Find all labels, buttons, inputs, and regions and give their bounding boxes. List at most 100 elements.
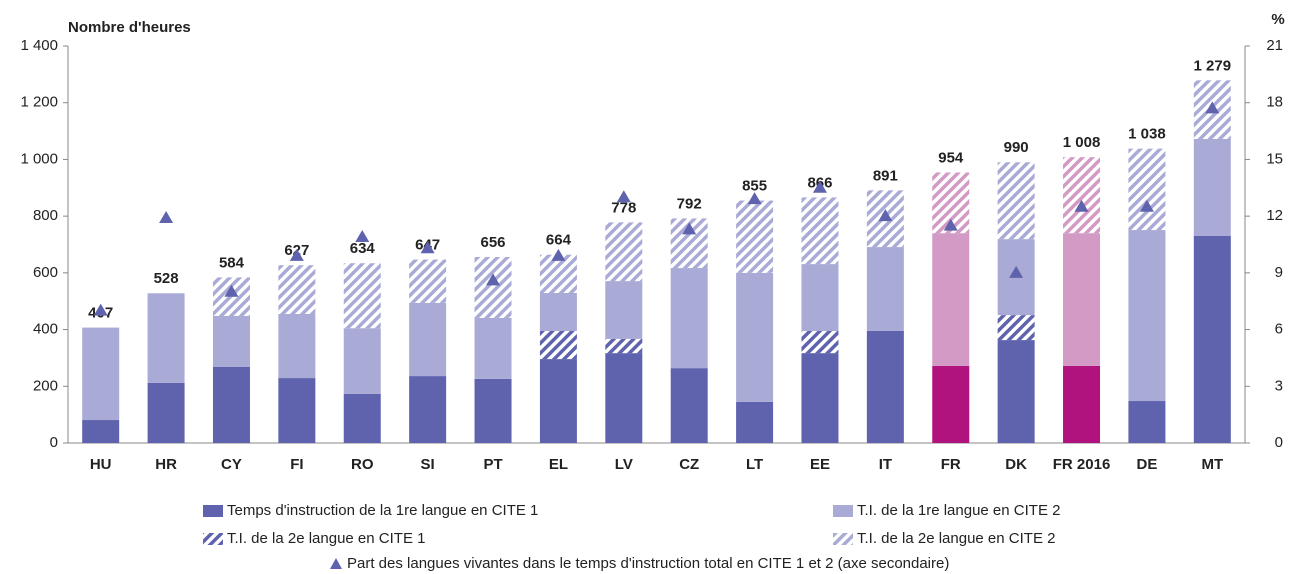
- bar-segment: [147, 382, 185, 443]
- y-tick-label: 1 400: [20, 37, 58, 54]
- bar-segment: [670, 368, 708, 443]
- bar-segment: [212, 367, 250, 443]
- marker: [878, 209, 893, 222]
- x-tick-label: FR: [941, 456, 961, 473]
- marker: [812, 180, 827, 193]
- bar-segment: [409, 376, 447, 443]
- total-label: 634: [350, 240, 376, 257]
- bar-segment: [801, 197, 839, 265]
- total-label: 656: [481, 234, 506, 251]
- bar-segment: [343, 328, 381, 394]
- bar-segment: [801, 264, 839, 331]
- marker: [1009, 265, 1024, 278]
- y-tick-label: 600: [33, 264, 58, 281]
- y2-tick-label: 12: [1266, 207, 1283, 224]
- bar-segment: [474, 378, 512, 443]
- bar-segment: [605, 222, 643, 282]
- bar-segment: [605, 338, 643, 354]
- x-tick-label: IT: [879, 456, 892, 473]
- total-label: 778: [611, 199, 636, 216]
- bar-segment: [1063, 157, 1101, 234]
- bar-segment: [1193, 235, 1231, 443]
- legend-label: T.I. de la 2e langue en CITE 1: [227, 530, 425, 547]
- y2-axis-label: %: [1271, 11, 1284, 28]
- y2-tick-label: 15: [1266, 150, 1283, 167]
- x-tick-label: EL: [549, 456, 568, 473]
- bar-segment: [1128, 401, 1166, 443]
- total-label: 891: [873, 167, 898, 184]
- bar-segment: [997, 162, 1035, 240]
- total-label: 990: [1004, 139, 1029, 156]
- y2-tick-label: 3: [1275, 377, 1283, 394]
- legend-marker: [330, 558, 342, 569]
- bar-segment: [997, 315, 1035, 341]
- total-label: 664: [546, 232, 572, 249]
- bar-segment: [82, 327, 120, 421]
- legend-label: Part des langues vivantes dans le temps …: [347, 555, 949, 572]
- y2-tick-label: 18: [1266, 94, 1283, 111]
- bar-segment: [343, 393, 381, 443]
- total-label: 1 038: [1128, 126, 1166, 143]
- total-label: 584: [219, 254, 245, 271]
- y2-tick-label: 21: [1266, 37, 1283, 54]
- y2-tick-label: 6: [1275, 321, 1283, 338]
- legend-swatch: [203, 533, 223, 545]
- y-tick-label: 1 200: [20, 94, 58, 111]
- marker: [747, 192, 762, 205]
- bar-segment: [1063, 365, 1101, 443]
- bar-segment: [801, 353, 839, 443]
- marker: [93, 303, 108, 316]
- x-tick-label: HR: [155, 456, 177, 473]
- bar-segment: [736, 272, 774, 402]
- marker: [551, 248, 566, 261]
- x-tick-label: HU: [90, 456, 112, 473]
- legend-label: T.I. de la 2e langue en CITE 2: [857, 530, 1055, 547]
- bar-segment: [997, 340, 1035, 443]
- marker: [943, 218, 958, 231]
- x-tick-label: MT: [1201, 456, 1223, 473]
- y2-tick-label: 9: [1275, 264, 1283, 281]
- bar-segment: [539, 359, 577, 443]
- bar-segment: [278, 378, 316, 443]
- x-tick-label: RO: [351, 456, 374, 473]
- x-tick-label: PT: [483, 456, 502, 473]
- bar-segment: [866, 330, 904, 443]
- x-tick-label: DK: [1005, 456, 1027, 473]
- marker: [486, 273, 501, 286]
- y-axis-label: Nombre d'heures: [68, 19, 191, 36]
- bar-segment: [147, 293, 185, 383]
- x-tick-label: FI: [290, 456, 303, 473]
- y-tick-label: 800: [33, 207, 58, 224]
- bar-segment: [343, 263, 381, 329]
- marker: [224, 284, 239, 297]
- bar-segment: [278, 265, 316, 314]
- legend-label: T.I. de la 1re langue en CITE 2: [857, 502, 1060, 519]
- bar-segment: [670, 268, 708, 369]
- y-tick-label: 1 000: [20, 150, 58, 167]
- bar-segment: [539, 254, 577, 293]
- bar-segment: [409, 259, 447, 303]
- legend-label: Temps d'instruction de la 1re langue en …: [227, 502, 538, 519]
- y2-tick-label: 0: [1275, 434, 1283, 451]
- total-label: 1 279: [1194, 57, 1232, 74]
- bar-segment: [82, 420, 120, 443]
- marker: [1074, 199, 1089, 212]
- bar-segment: [736, 401, 774, 443]
- x-tick-label: FR 2016: [1053, 456, 1111, 473]
- total-label: 1 008: [1063, 134, 1101, 151]
- total-label: 528: [154, 270, 179, 287]
- legend-swatch: [833, 505, 853, 517]
- bar-segment: [474, 256, 512, 318]
- bar-segment: [474, 317, 512, 379]
- x-tick-label: EE: [810, 456, 830, 473]
- bar-segment: [605, 353, 643, 443]
- marker: [159, 211, 174, 224]
- marker: [420, 241, 435, 254]
- total-label: 792: [677, 195, 702, 212]
- x-tick-label: LV: [615, 456, 633, 473]
- marker: [289, 248, 304, 261]
- y-tick-label: 400: [33, 321, 58, 338]
- marker: [1205, 101, 1220, 114]
- total-label: 954: [938, 149, 964, 166]
